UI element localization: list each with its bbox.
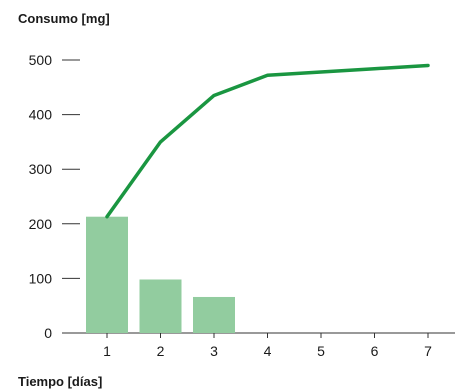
bar (193, 296, 235, 333)
y-tick-label: 0 (44, 325, 52, 341)
x-axis: 1 2 3 4 5 6 7 (62, 332, 455, 359)
x-tick-label: 2 (157, 343, 165, 359)
x-tick-label: 5 (317, 343, 325, 359)
x-tick-label: 1 (103, 343, 111, 359)
y-tick-label: 100 (29, 270, 53, 286)
bar (139, 279, 182, 333)
y-tick-label: 400 (29, 107, 53, 123)
y-axis-title: Consumo [mg] (18, 11, 110, 26)
x-tick-label: 6 (371, 343, 379, 359)
line-path (105, 63, 430, 219)
line-series (105, 63, 430, 219)
y-tick-label: 500 (29, 52, 53, 68)
bar-series (86, 216, 235, 333)
y-tick-label: 200 (29, 216, 53, 232)
x-tick-label: 3 (210, 343, 218, 359)
x-tick-label: 4 (264, 343, 272, 359)
x-tick-label: 7 (424, 343, 432, 359)
bar (86, 216, 128, 333)
y-tick-label: 300 (29, 161, 53, 177)
y-axis: 0 100 200 300 400 500 (29, 52, 80, 341)
x-axis-title: Tiempo [días] (18, 374, 102, 389)
